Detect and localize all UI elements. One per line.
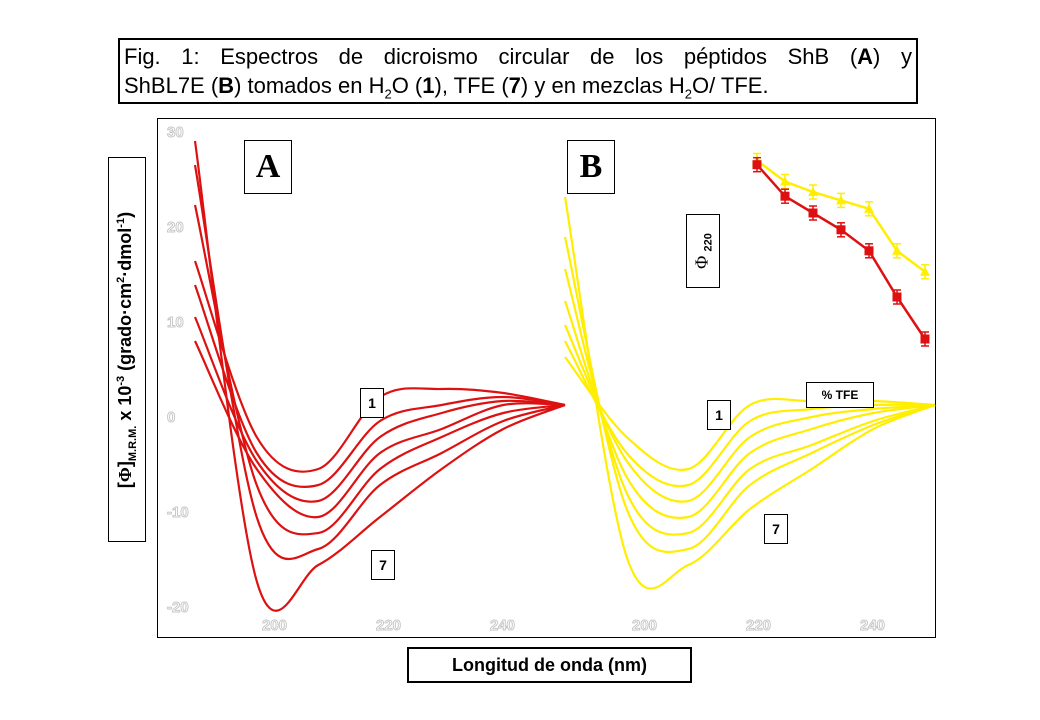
inset-point-triangle bbox=[864, 203, 874, 213]
x-axis-label: Longitud de onda (nm) bbox=[407, 647, 692, 683]
caption-text: ShBL7E ( bbox=[124, 73, 219, 98]
y-label-sup: 2 bbox=[115, 276, 128, 283]
caption-bold-1: 1 bbox=[422, 73, 435, 98]
caption-text: O ( bbox=[391, 73, 423, 98]
spectrum-curve-4 bbox=[194, 340, 566, 519]
y-label-phi: Φ bbox=[115, 466, 136, 482]
inset-y-label: Φ 220 bbox=[692, 233, 715, 269]
x-tick-label-a: 220 bbox=[376, 617, 401, 634]
plot-frame bbox=[157, 118, 936, 638]
y-tick-label: -10 bbox=[167, 504, 189, 521]
inset-phi: Φ bbox=[691, 255, 712, 269]
panel-b-curves bbox=[563, 196, 936, 590]
y-label-part: [ bbox=[115, 481, 136, 488]
inset-point-square bbox=[836, 225, 846, 235]
inset-point-square bbox=[892, 292, 902, 302]
inset-point-triangle bbox=[808, 187, 818, 196]
inset-y-label-box: Φ 220 bbox=[686, 214, 720, 288]
caption-text: ), TFE ( bbox=[434, 73, 509, 98]
inset-series-line-1 bbox=[756, 159, 926, 273]
curve-label-a-1: 1 bbox=[360, 388, 384, 418]
spectrum-curve-3 bbox=[563, 324, 936, 503]
y-tick-label: 10 bbox=[167, 314, 184, 331]
caption-bold-b: B bbox=[218, 73, 235, 98]
y-tick-label: 0 bbox=[167, 409, 175, 426]
inset-point-triangle bbox=[892, 245, 902, 255]
spectrum-curve-1 bbox=[193, 260, 566, 473]
faint-ticks: 30 20 10 0 -10 -20 200 220 240 200 220 240 bbox=[167, 124, 886, 635]
caption-subscript: 2 bbox=[684, 86, 692, 102]
caption-text: ) y bbox=[873, 44, 912, 69]
spectrum-curve-6 bbox=[193, 164, 566, 561]
inset-point-square bbox=[752, 160, 762, 170]
spectrum-curve-5 bbox=[193, 204, 566, 536]
y-label-sup: -3 bbox=[115, 375, 128, 386]
y-label-part: (grado·cm bbox=[115, 282, 136, 376]
caption-text: ) y en mezclas H bbox=[520, 73, 685, 98]
inset-point-square bbox=[808, 208, 818, 218]
y-tick-label: 30 bbox=[167, 124, 184, 141]
curve-label-b-1: 1 bbox=[707, 400, 731, 430]
caption-subscript: 2 bbox=[384, 86, 392, 102]
caption-line-1: Fig. 1: Espectros de dicroismo circular … bbox=[124, 42, 912, 71]
y-label-sup: -1 bbox=[115, 217, 128, 228]
caption-line-2: ShBL7E (B) tomados en H2O (1), TFE (7) y… bbox=[124, 71, 912, 108]
y-label-part: ) bbox=[115, 211, 136, 218]
figure-caption: Fig. 1: Espectros de dicroismo circular … bbox=[118, 38, 918, 104]
curve-label-b-7: 7 bbox=[764, 514, 788, 544]
inset-chart bbox=[752, 152, 930, 347]
y-tick-label: 20 bbox=[167, 219, 184, 236]
inset-point-triangle bbox=[920, 266, 930, 276]
spectrum-curve-2 bbox=[193, 284, 566, 489]
spectrum-curve-3 bbox=[193, 316, 566, 503]
spectrum-curve-7 bbox=[563, 196, 936, 590]
spectrum-curve-6 bbox=[563, 236, 936, 554]
caption-bold-a: A bbox=[857, 44, 874, 69]
inset-point-square bbox=[864, 246, 874, 256]
y-label-part: ] bbox=[115, 460, 136, 467]
x-tick-label-a: 200 bbox=[262, 617, 287, 634]
inset-point-triangle bbox=[836, 195, 846, 205]
inset-point-square bbox=[920, 334, 930, 344]
y-label-sub: M.R.M. bbox=[126, 425, 139, 461]
inset-x-label: % TFE bbox=[806, 382, 874, 408]
y-axis-label-box: [Φ]M.R.M. x 10-3 (grado·cm2·dmol-1) bbox=[108, 157, 146, 542]
panel-a-curves bbox=[193, 140, 566, 612]
curve-label-a-7: 7 bbox=[371, 550, 395, 580]
y-label-part: ·dmol bbox=[115, 227, 136, 277]
x-tick-label-b: 200 bbox=[632, 617, 657, 634]
inset-point-triangle bbox=[780, 176, 790, 186]
x-tick-label-b: 240 bbox=[860, 617, 885, 634]
caption-text: O/ TFE. bbox=[691, 73, 769, 98]
inset-point-square bbox=[780, 191, 790, 201]
panel-label-a: A bbox=[244, 140, 292, 194]
spectrum-curve-4 bbox=[563, 300, 936, 519]
x-tick-label-a: 240 bbox=[490, 617, 515, 634]
x-tick-label-b: 220 bbox=[746, 617, 771, 634]
spectrum-curve-7 bbox=[193, 140, 566, 612]
y-tick-label: -20 bbox=[167, 599, 189, 616]
caption-text: ) tomados en H bbox=[234, 73, 385, 98]
y-axis-label: [Φ]M.R.M. x 10-3 (grado·cm2·dmol-1) bbox=[115, 211, 139, 487]
panel-label-b: B bbox=[567, 140, 615, 194]
caption-bold-7: 7 bbox=[508, 73, 521, 98]
caption-text: Fig. 1: Espectros de dicroismo circular … bbox=[124, 44, 858, 69]
y-label-part: x 10 bbox=[115, 385, 136, 426]
inset-sub: 220 bbox=[702, 233, 715, 252]
